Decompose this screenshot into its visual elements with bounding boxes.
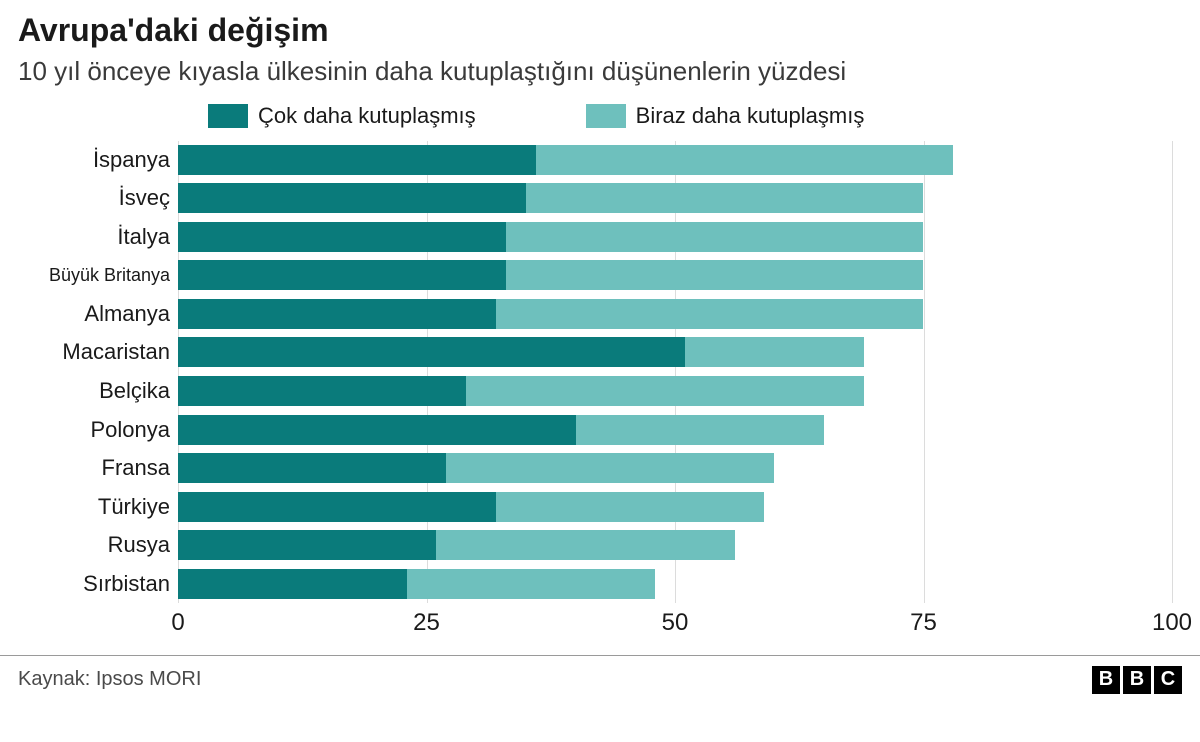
bar-segment xyxy=(178,376,466,406)
bar-segment xyxy=(506,260,923,290)
row-label: Macaristan xyxy=(18,339,170,365)
bar xyxy=(178,415,1172,445)
bar-segment xyxy=(178,530,436,560)
row-label: İtalya xyxy=(18,224,170,250)
legend-item: Çok daha kutuplaşmış xyxy=(208,103,476,129)
bar-segment xyxy=(178,260,506,290)
x-axis: 0255075100 xyxy=(178,603,1172,647)
bar xyxy=(178,530,1172,560)
row-label: Belçika xyxy=(18,378,170,404)
row-label: Fransa xyxy=(18,455,170,481)
bar-segment xyxy=(178,145,536,175)
bar-segment xyxy=(526,183,924,213)
x-tick-label: 75 xyxy=(910,609,937,637)
bar-segment xyxy=(685,337,864,367)
legend-label: Biraz daha kutuplaşmış xyxy=(636,103,865,129)
row-label: İsveç xyxy=(18,185,170,211)
chart: İspanya İsveç İtalya Büyük Britanya Almanya M… xyxy=(18,141,1182,647)
bar xyxy=(178,376,1172,406)
gridline xyxy=(1172,141,1173,603)
chart-title: Avrupa'daki değişim xyxy=(18,12,1182,49)
bar-row: Türkiye xyxy=(178,490,1172,524)
bar xyxy=(178,145,1172,175)
bar-segment xyxy=(446,453,774,483)
bar-row: Büyük Britanya xyxy=(178,258,1172,292)
legend: Çok daha kutuplaşmış Biraz daha kutuplaşm… xyxy=(208,103,1182,129)
bar-row: Polonya xyxy=(178,413,1172,447)
bar-segment xyxy=(178,337,685,367)
bar-segment xyxy=(436,530,734,560)
bar-segment xyxy=(576,415,825,445)
bar xyxy=(178,453,1172,483)
chart-container: Avrupa'daki değişim 10 yıl önceye kıyasl… xyxy=(0,0,1200,647)
bar-segment xyxy=(178,415,576,445)
logo-letter: B xyxy=(1092,666,1120,694)
bar-segment xyxy=(407,569,656,599)
bar-row: İsveç xyxy=(178,181,1172,215)
bar-segment xyxy=(178,453,446,483)
bar xyxy=(178,492,1172,522)
bar xyxy=(178,299,1172,329)
legend-item: Biraz daha kutuplaşmış xyxy=(586,103,865,129)
legend-swatch xyxy=(586,104,626,128)
bar xyxy=(178,183,1172,213)
bars: İspanya İsveç İtalya Büyük Britanya Almanya M… xyxy=(178,141,1172,603)
bar xyxy=(178,260,1172,290)
bar-segment xyxy=(178,299,496,329)
row-label: Türkiye xyxy=(18,494,170,520)
bar-segment xyxy=(506,222,923,252)
row-label: Rusya xyxy=(18,532,170,558)
legend-swatch xyxy=(208,104,248,128)
row-label: Almanya xyxy=(18,301,170,327)
bar-row: Sırbistan xyxy=(178,567,1172,601)
x-tick-label: 0 xyxy=(171,609,184,637)
bar xyxy=(178,337,1172,367)
logo-letter: C xyxy=(1154,666,1182,694)
plot-area: İspanya İsveç İtalya Büyük Britanya Almanya M… xyxy=(178,141,1172,603)
bar-row: İspanya xyxy=(178,143,1172,177)
bar-segment xyxy=(536,145,953,175)
bar-segment xyxy=(178,222,506,252)
bbc-logo: BBC xyxy=(1092,666,1182,694)
bar-segment xyxy=(178,569,407,599)
logo-letter: B xyxy=(1123,666,1151,694)
bar-row: Fransa xyxy=(178,451,1172,485)
footer: Kaynak: Ipsos MORI BBC xyxy=(0,655,1200,708)
bar-segment xyxy=(178,183,526,213)
x-tick-label: 50 xyxy=(662,609,689,637)
bar-row: Macaristan xyxy=(178,335,1172,369)
bar xyxy=(178,569,1172,599)
bar-segment xyxy=(466,376,864,406)
row-label: Büyük Britanya xyxy=(18,265,170,286)
bar xyxy=(178,222,1172,252)
bar-segment xyxy=(496,299,923,329)
source-label: Kaynak: Ipsos MORI xyxy=(18,668,201,691)
bar-row: Belçika xyxy=(178,374,1172,408)
chart-subtitle: 10 yıl önceye kıyasla ülkesinin daha kut… xyxy=(18,55,1182,89)
row-label: Sırbistan xyxy=(18,571,170,597)
row-label: Polonya xyxy=(18,417,170,443)
legend-label: Çok daha kutuplaşmış xyxy=(258,103,476,129)
x-tick-label: 25 xyxy=(413,609,440,637)
x-tick-label: 100 xyxy=(1152,609,1192,637)
bar-row: İtalya xyxy=(178,220,1172,254)
bar-segment xyxy=(178,492,496,522)
bar-segment xyxy=(496,492,764,522)
bar-row: Almanya xyxy=(178,297,1172,331)
row-label: İspanya xyxy=(18,147,170,173)
bar-row: Rusya xyxy=(178,528,1172,562)
